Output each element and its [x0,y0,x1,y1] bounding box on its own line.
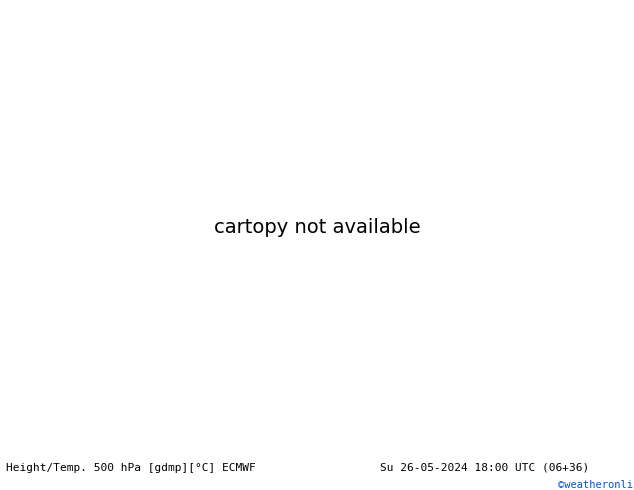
Text: Su 26-05-2024 18:00 UTC (06+36): Su 26-05-2024 18:00 UTC (06+36) [380,463,590,473]
Text: Height/Temp. 500 hPa [gdmp][°C] ECMWF: Height/Temp. 500 hPa [gdmp][°C] ECMWF [6,463,256,473]
Text: ©weatheronline.co.uk: ©weatheronline.co.uk [558,480,634,490]
Text: cartopy not available: cartopy not available [214,219,420,237]
